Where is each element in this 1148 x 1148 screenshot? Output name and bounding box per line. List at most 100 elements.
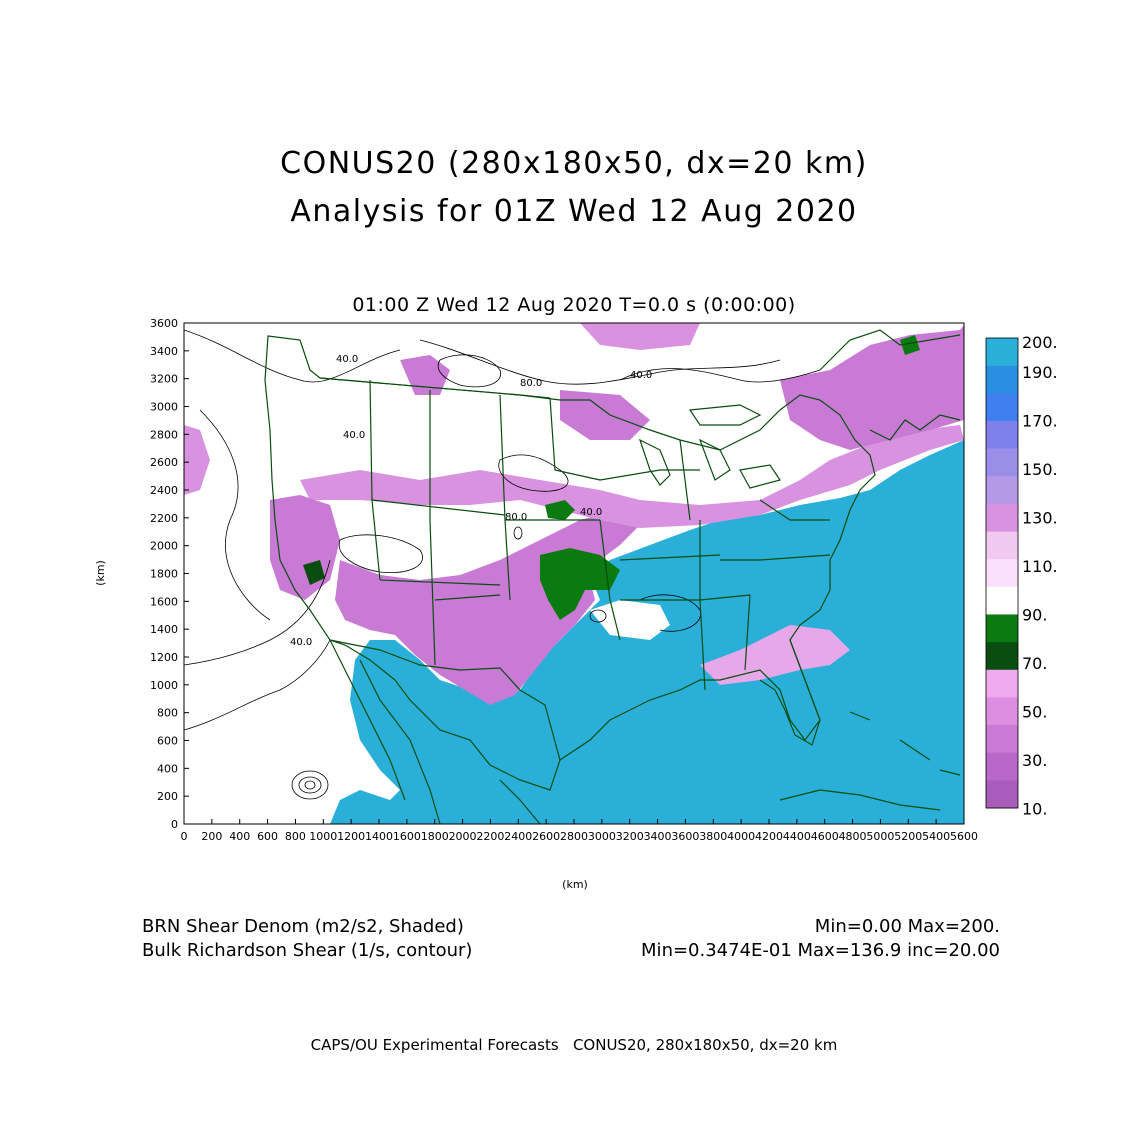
x-tick-label: 2000 [449, 830, 477, 843]
x-tick-label: 1600 [393, 830, 421, 843]
plot-subtitle: 01:00 Z Wed 12 Aug 2020 T=0.0 s (0:00:00… [352, 294, 796, 316]
canada-border [319, 377, 551, 399]
y-tick-label: 3600 [150, 317, 178, 330]
shaded-field [184, 323, 964, 824]
x-tick-label: 2800 [560, 830, 588, 843]
colorbar-swatch [986, 365, 1018, 394]
florida [759, 639, 821, 746]
map-boundaries [264, 329, 961, 824]
shade-green-central [540, 548, 620, 620]
contour-line [184, 559, 331, 666]
colorbar-swatch [986, 531, 1018, 560]
x-tick-label: 5000 [866, 830, 894, 843]
colorbar-label: 200. [1022, 333, 1058, 352]
shade-green-west [303, 560, 325, 585]
colorbar-swatch [986, 393, 1018, 422]
y-axis-label: (km) [94, 560, 107, 586]
colorbar-label: 110. [1022, 557, 1058, 576]
colorbar-label: 30. [1022, 751, 1047, 770]
x-tick-label: 4000 [727, 830, 755, 843]
y-tick-label: 200 [157, 790, 178, 803]
contour-line [184, 329, 401, 383]
y-tick-label: 1000 [150, 679, 178, 692]
shade-pink-southeast [700, 625, 850, 685]
x-tick-label: 5600 [950, 830, 978, 843]
canada-coast [819, 329, 961, 441]
colorbar-swatch [986, 476, 1018, 505]
shade-purple-northeast [780, 325, 964, 450]
y-tick-label: 2400 [150, 484, 178, 497]
contour-circle [589, 609, 607, 623]
colorbar-swatch [986, 586, 1018, 615]
y-tick-label: 800 [157, 707, 178, 720]
contour-label: 40.0 [343, 430, 365, 441]
contour-lines [184, 329, 821, 800]
y-tick-label: 1200 [150, 651, 178, 664]
contour-label: 80.0 [505, 512, 527, 523]
shade-white-island [590, 600, 670, 640]
colorbar [985, 337, 1019, 809]
x-axis-label: (km) [562, 878, 588, 891]
colorbar-swatch [986, 780, 1018, 809]
x-tick-label: 3400 [644, 830, 672, 843]
y-tick-label: 3000 [150, 401, 178, 414]
x-tick-label: 2600 [532, 830, 560, 843]
y-tick-label: 1600 [150, 595, 178, 608]
x-tick-label: 4600 [811, 830, 839, 843]
contour-label: 40.0 [290, 637, 312, 648]
shaded-field-stats: Min=0.00 Max=200. [814, 916, 1000, 937]
x-tick-label: 4200 [755, 830, 783, 843]
colorbar-label: 150. [1022, 460, 1058, 479]
y-tick-label: 2600 [150, 456, 178, 469]
contour-circle [291, 770, 329, 800]
x-tick-label: 2400 [504, 830, 532, 843]
y-tick-label: 1800 [150, 568, 178, 581]
contour-line [338, 534, 423, 573]
y-tick-label: 2200 [150, 512, 178, 525]
y-tick-label: 2800 [150, 428, 178, 441]
colorbar-labels: 200. 190. 170. 150. 130. 110. 90. 70. 50. 30. 10. [1022, 333, 1058, 818]
x-tick-label: 2200 [476, 830, 504, 843]
shade-green-north [545, 500, 575, 520]
contour-label: 40.0 [580, 507, 602, 518]
contour-circle [513, 526, 523, 540]
y-tick-label: 0 [171, 818, 178, 831]
contour-field-stats: Min=0.3474E-01 Max=136.9 inc=20.00 [641, 940, 1000, 961]
x-tick-label: 3000 [588, 830, 616, 843]
colorbar-frame [985, 337, 1019, 809]
x-tick-label: 5200 [894, 830, 922, 843]
x-tick-label: 3800 [699, 830, 727, 843]
colorbar-swatch [986, 338, 1018, 367]
shade-green-ne [900, 335, 920, 355]
contour-label: 80.0 [520, 378, 542, 389]
colorbar-label: 90. [1022, 605, 1047, 624]
x-tick-label: 1800 [421, 830, 449, 843]
mexico-border [329, 639, 561, 761]
contour-line [619, 368, 821, 383]
x-tick-label: 1000 [309, 830, 337, 843]
contour-circle [304, 780, 316, 790]
state-lines [369, 379, 831, 691]
y-tick-label: 600 [157, 735, 178, 748]
contour-label: 40.0 [630, 370, 652, 381]
colorbar-label: 70. [1022, 654, 1047, 673]
shade-purple-canada-2 [560, 390, 650, 440]
shade-purple-topright [580, 323, 700, 350]
contour-line [498, 454, 569, 492]
x-tick-label: 400 [229, 830, 250, 843]
x-tick-label: 3600 [671, 830, 699, 843]
colorbar-label: 10. [1022, 799, 1047, 818]
x-tick-label: 4800 [839, 830, 867, 843]
colorbar-swatch [986, 420, 1018, 450]
credit-line: CAPS/OU Experimental Forecasts CONUS20, … [310, 1036, 838, 1054]
contour-circle [298, 776, 322, 794]
y-axis: 0 200 400 600 800 1000 1200 1400 1600 1800 2000 220… [150, 317, 189, 831]
shade-purple-topleft [184, 425, 210, 495]
x-tick-label: 800 [285, 830, 306, 843]
colorbar-label: 170. [1022, 412, 1058, 431]
colorbar-label: 50. [1022, 702, 1047, 721]
colorbar-swatch [986, 448, 1018, 477]
contour-line [184, 639, 331, 731]
y-tick-label: 1400 [150, 623, 178, 636]
